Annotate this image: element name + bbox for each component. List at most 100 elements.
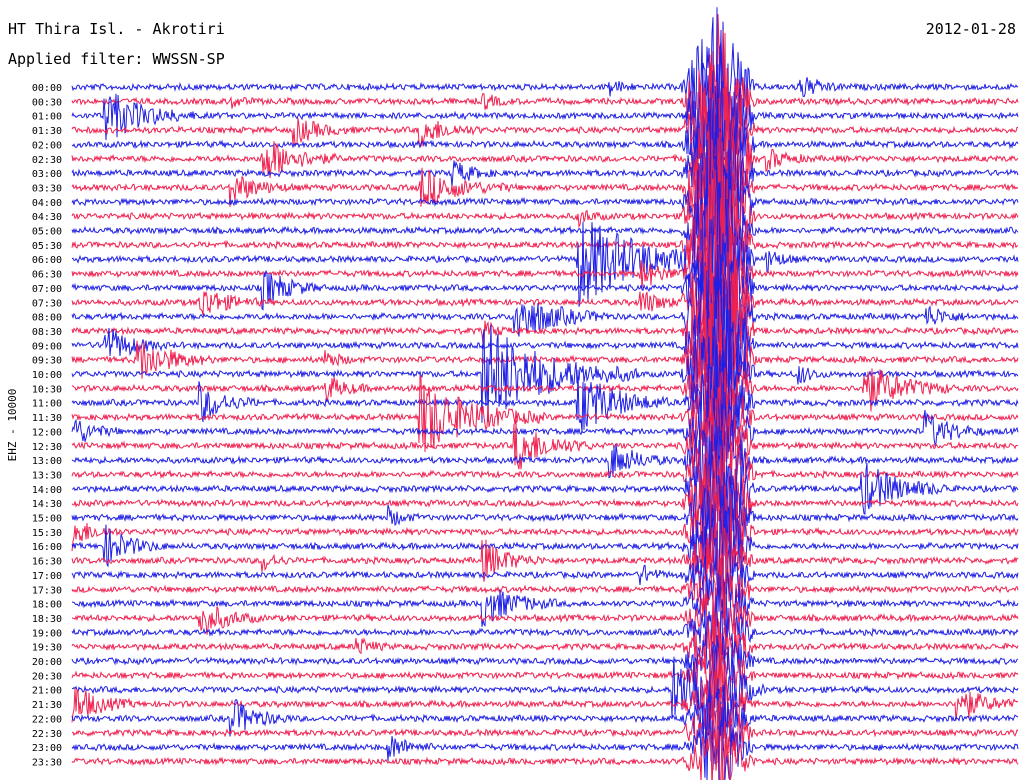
station-title: HT Thira Isl. - Akrotiri [8, 20, 225, 38]
seismic-trace [71, 86, 1019, 241]
seismic-trace [71, 663, 1019, 733]
seismic-trace [71, 549, 1019, 623]
seismic-trace [71, 211, 1019, 351]
time-label: 14:30 [32, 499, 62, 510]
seismic-trace [72, 698, 1019, 766]
time-label: 10:00 [32, 370, 62, 381]
trace-group [71, 7, 1019, 780]
time-label: 20:30 [32, 671, 62, 682]
seismic-trace [71, 129, 1019, 237]
seismic-trace [71, 14, 1019, 176]
time-label: 08:30 [32, 327, 62, 338]
seismic-trace [71, 354, 1019, 443]
time-label: 18:30 [32, 614, 62, 625]
time-label: 23:30 [32, 757, 62, 768]
seismic-trace [71, 382, 1019, 484]
seismic-trace [71, 300, 1019, 447]
time-label: 19:00 [32, 628, 62, 639]
time-label: 02:30 [32, 155, 62, 166]
time-label: 07:00 [32, 284, 62, 295]
time-label: 12:30 [32, 442, 62, 453]
seismic-trace [71, 128, 1019, 279]
seismic-trace [71, 387, 1019, 494]
time-label: 17:30 [32, 585, 62, 596]
time-label: 00:30 [32, 97, 62, 108]
time-label: 19:30 [32, 643, 62, 654]
seismic-trace [71, 41, 1019, 180]
time-label: 09:00 [32, 341, 62, 352]
seismic-trace [71, 89, 1019, 250]
time-label: 11:30 [32, 413, 62, 424]
seismic-trace [71, 582, 1019, 655]
seismic-trace [71, 478, 1019, 578]
seismic-trace [71, 445, 1019, 558]
time-label: 12:00 [32, 427, 62, 438]
seismic-trace [71, 595, 1019, 668]
time-label: 14:00 [32, 485, 62, 496]
y-axis-label: EHZ - 10000 [6, 389, 19, 462]
time-label: 22:00 [32, 714, 62, 725]
seismic-trace [71, 678, 1019, 755]
seismic-trace [71, 219, 1019, 349]
seismic-trace [71, 726, 1019, 780]
date-label: 2012-01-28 [925, 20, 1016, 38]
seismic-trace [71, 439, 1019, 546]
time-label: 17:00 [32, 571, 62, 582]
seismic-trace [71, 169, 1019, 296]
time-label: 03:00 [32, 169, 62, 180]
seismic-trace [71, 703, 1019, 780]
time-label: 10:30 [32, 384, 62, 395]
seismic-trace [71, 522, 1019, 592]
time-label: 00:00 [32, 83, 62, 94]
seismic-trace [71, 571, 1019, 636]
time-label: 09:30 [32, 356, 62, 367]
time-label: 13:30 [32, 470, 62, 481]
time-label-group: 00:00 00:30 01:00 01:30 02:00 02:30 03:00 03:30… [32, 83, 62, 768]
seismic-trace [71, 367, 1019, 478]
seismic-trace [71, 227, 1019, 390]
time-label: 20:00 [32, 657, 62, 668]
seismic-trace [71, 62, 1019, 206]
seismic-trace [71, 495, 1019, 595]
time-label: 06:00 [32, 255, 62, 266]
seismic-trace [71, 64, 1019, 218]
time-label: 16:00 [32, 542, 62, 553]
seismic-trace [71, 260, 1019, 411]
seismic-trace [71, 132, 1019, 291]
time-label: 22:30 [32, 729, 62, 740]
time-label: 04:00 [32, 198, 62, 209]
seismic-trace [71, 612, 1019, 676]
time-label: 15:00 [32, 514, 62, 525]
seismic-trace [71, 294, 1019, 431]
seismic-trace [71, 642, 1019, 712]
time-label: 03:30 [32, 183, 62, 194]
time-label: 21:00 [32, 686, 62, 697]
time-label: 16:30 [32, 557, 62, 568]
seismic-trace [71, 182, 1019, 331]
seismic-trace [71, 537, 1019, 610]
time-label: 11:00 [32, 399, 62, 410]
time-label: 21:30 [32, 700, 62, 711]
seismic-trace [71, 7, 1019, 164]
time-label: 08:00 [32, 313, 62, 324]
time-label: 02:00 [32, 140, 62, 151]
time-label: 06:30 [32, 270, 62, 281]
seismic-trace [71, 643, 1019, 737]
seismic-trace [71, 344, 1019, 457]
time-label: 01:00 [32, 112, 62, 123]
seismic-trace [71, 404, 1019, 510]
seismic-trace [71, 156, 1019, 296]
seismic-trace [71, 470, 1019, 555]
time-label: 05:00 [32, 227, 62, 238]
time-label: 18:00 [32, 600, 62, 611]
time-label: 13:00 [32, 456, 62, 467]
time-label: 23:00 [32, 743, 62, 754]
seismic-trace [71, 426, 1019, 522]
time-label: 05:30 [32, 241, 62, 252]
time-label: 01:30 [32, 126, 62, 137]
seismic-trace [71, 238, 1019, 385]
time-label: 15:30 [32, 528, 62, 539]
seismic-trace [71, 633, 1019, 699]
seismic-trace [71, 261, 1019, 406]
